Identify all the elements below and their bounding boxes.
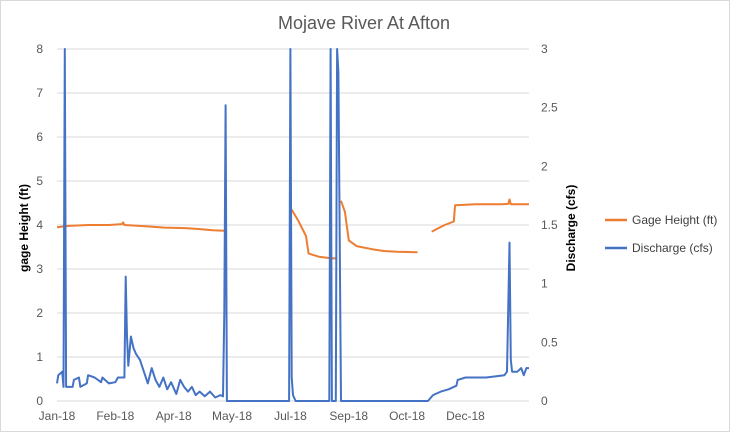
y-right-tick-label: 3 [541, 42, 548, 56]
gridlines [57, 48, 529, 358]
y-left-tick-label: 3 [36, 262, 43, 276]
y-right-tick-label: 1 [541, 277, 548, 291]
y-right-tick-label: 1.5 [541, 218, 558, 232]
y-axis-right-tick-labels: 0 0.5 1 1.5 2 2.5 3 [541, 42, 558, 408]
y-left-tick-label: 8 [36, 42, 43, 56]
y-axis-left-tick-labels: 0 1 2 3 4 5 6 7 8 [36, 42, 43, 408]
series-line-segment [431, 198, 529, 233]
y-left-tick-label: 1 [36, 350, 43, 364]
y-left-tick-label: 2 [36, 306, 43, 320]
series-layer [56, 48, 529, 402]
series-line-segment [56, 221, 225, 232]
y-left-tick-label: 0 [36, 394, 43, 408]
chart-title: Mojave River At Afton [278, 13, 450, 33]
x-tick-label: Apr-18 [156, 409, 192, 423]
x-tick-label: Sep-18 [329, 409, 368, 423]
x-tick-label: Oct-18 [389, 409, 425, 423]
y-left-tick-label: 5 [36, 174, 43, 188]
y-left-tick-label: 7 [36, 86, 43, 100]
y-right-tick-label: 2.5 [541, 101, 558, 115]
legend: Gage Height (ft) Discharge (cfs) [605, 213, 717, 255]
y-axis-left-title: gage Height (ft) [17, 184, 31, 272]
series-discharge [56, 48, 529, 402]
series-line-segment [56, 48, 529, 402]
y-left-tick-label: 4 [36, 218, 43, 232]
series-gage-height [56, 198, 529, 260]
y-right-tick-label: 0.5 [541, 335, 558, 349]
x-tick-label: Feb-18 [96, 409, 134, 423]
y-right-tick-label: 2 [541, 159, 548, 173]
y-right-tick-label: 0 [541, 394, 548, 408]
legend-label-discharge: Discharge (cfs) [632, 241, 713, 255]
x-tick-label: Jan-18 [39, 409, 76, 423]
x-tick-label: Dec-18 [446, 409, 485, 423]
series-line-segment [340, 200, 418, 254]
x-tick-label: Jul-18 [274, 409, 307, 423]
y-left-tick-label: 6 [36, 130, 43, 144]
x-tick-label: May-18 [212, 409, 252, 423]
legend-label-gage-height: Gage Height (ft) [632, 213, 717, 227]
x-axis-tick-labels: Jan-18 Feb-18 Apr-18 May-18 Jul-18 Sep-18 Oct-… [39, 409, 485, 423]
y-axis-right-title: Discharge (cfs) [564, 185, 578, 272]
